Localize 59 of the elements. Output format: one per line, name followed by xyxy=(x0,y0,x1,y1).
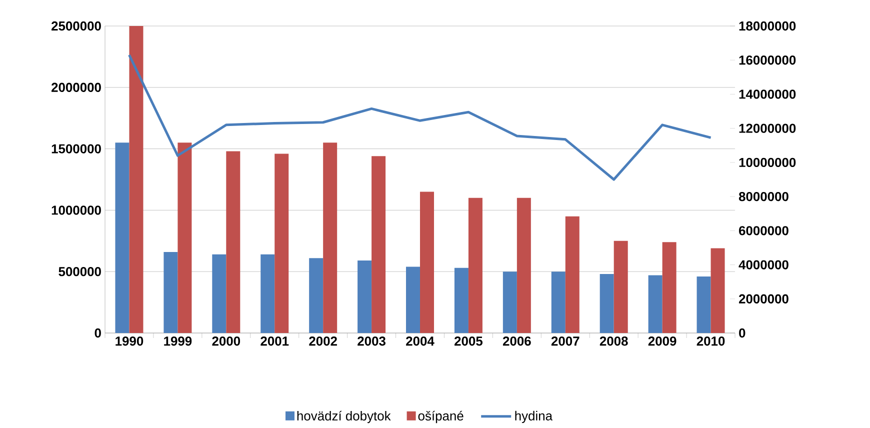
y-tick-label: 1500000 xyxy=(52,144,101,154)
bar xyxy=(696,276,711,333)
bar xyxy=(600,274,614,333)
y2-tick-label: 16000000 xyxy=(739,56,796,65)
bar xyxy=(226,151,240,333)
legend-label: hydina xyxy=(515,410,553,424)
x-tick-label: 2000 xyxy=(212,336,240,346)
x-tick-label: 2007 xyxy=(551,336,580,346)
y2-tick-label: 2000000 xyxy=(738,294,788,304)
bar xyxy=(260,254,275,333)
bar xyxy=(309,258,324,333)
x-tick-label: 2010 xyxy=(696,336,725,346)
x-tick-label: 2008 xyxy=(600,336,628,346)
y-tick-label: 500000 xyxy=(58,267,101,276)
x-tick-label: 2005 xyxy=(454,336,483,346)
x-tick-label: 2006 xyxy=(502,336,531,346)
y2-tick-label: 8000000 xyxy=(738,192,788,202)
y2-tick-label: 14000000 xyxy=(739,90,796,99)
y2-tick-label: 0 xyxy=(739,328,746,338)
bar xyxy=(178,142,192,333)
bar xyxy=(516,198,531,333)
x-tick-label: 2003 xyxy=(358,336,386,346)
legend-label: ošípané xyxy=(418,410,464,424)
bar xyxy=(406,266,420,333)
bar xyxy=(372,156,386,333)
bar xyxy=(614,240,628,333)
bar xyxy=(648,275,662,333)
bar xyxy=(710,248,725,333)
y-tick-label: 1000000 xyxy=(52,206,101,215)
x-tick-label: 2009 xyxy=(648,336,676,346)
x-tick-label: 1990 xyxy=(116,336,144,346)
x-tick-label: 2004 xyxy=(406,336,434,346)
bar xyxy=(454,268,468,333)
bar xyxy=(468,198,482,333)
bar xyxy=(212,254,226,333)
x-tick-label: 1999 xyxy=(164,336,192,346)
bar xyxy=(164,252,178,333)
y-tick-label: 2000000 xyxy=(52,82,101,92)
y2-tick-label: 6000000 xyxy=(738,226,788,236)
bar xyxy=(274,154,289,333)
y2-tick-label: 18000000 xyxy=(739,21,796,31)
x-tick-label: 2001 xyxy=(260,336,289,346)
legend-label: hovädzí dobytok xyxy=(297,410,391,424)
y2-tick-label: 12000000 xyxy=(739,124,796,133)
bar xyxy=(565,216,580,333)
line-series xyxy=(128,54,712,181)
bar xyxy=(662,242,676,333)
bar xyxy=(502,272,517,333)
bar xyxy=(115,142,130,333)
bar xyxy=(420,192,434,333)
y-tick-label: 2500000 xyxy=(52,21,101,31)
bar xyxy=(129,26,144,333)
bar xyxy=(323,142,338,333)
bar xyxy=(358,260,372,333)
y2-tick-label: 10000000 xyxy=(739,158,796,168)
x-tick-label: 2002 xyxy=(309,336,337,346)
bar xyxy=(551,272,566,333)
y2-tick-label: 4000000 xyxy=(738,260,788,270)
y-tick-label: 0 xyxy=(94,328,101,338)
